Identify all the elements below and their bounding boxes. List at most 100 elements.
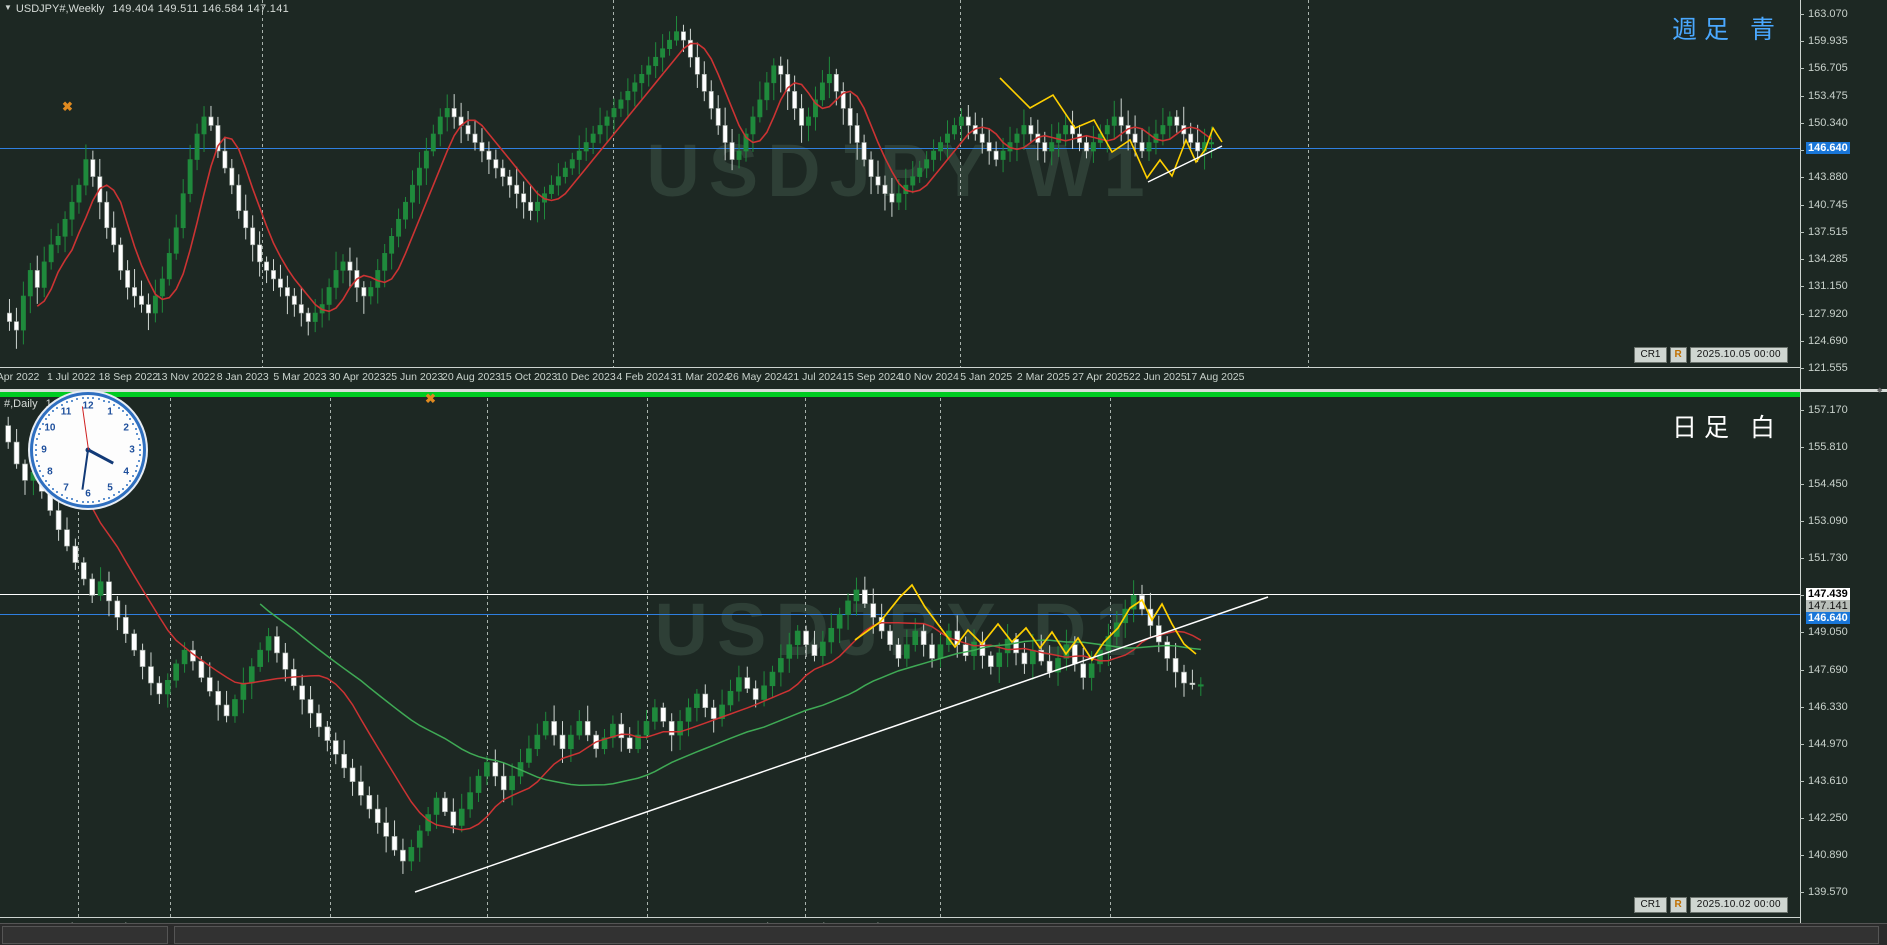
price-tick	[1800, 521, 1804, 523]
date-tick-label: 20 Aug 2023	[442, 371, 502, 383]
chart-pane-daily[interactable]: USDJPY D1 #,Daily 147.141 日足 白 ✖ 157.170 1…	[0, 392, 1887, 945]
clock-minute-tick	[48, 414, 51, 417]
date-tick-label: 27 Apr 2025	[1072, 371, 1129, 383]
price-tick-label: 137.515	[1808, 225, 1848, 238]
price-tick	[1800, 286, 1804, 288]
clock-minute-tick	[41, 475, 44, 477]
daily-plot-area[interactable]: USDJPY D1	[0, 392, 1800, 917]
price-tick-label: 156.705	[1808, 62, 1848, 75]
period-separator	[330, 392, 331, 917]
date-tick-label: 5 Mar 2023	[273, 371, 327, 383]
price-tick-label: 121.555	[1808, 362, 1848, 374]
price-tick-label: 127.920	[1808, 307, 1848, 320]
weekly-price-scale[interactable]: 163.070159.935156.705153.475150.340147.1…	[1800, 0, 1887, 389]
clock-minute-tick	[56, 491, 59, 494]
daily-corner-label: 日足 白	[1672, 414, 1782, 442]
clock-minute-tick	[52, 487, 55, 490]
price-tick-label: 150.340	[1808, 116, 1848, 129]
clock-minute-tick	[117, 491, 120, 494]
daily-price-axis-line	[1800, 392, 1801, 945]
date-tick-label: 25 Jun 2023	[385, 371, 444, 383]
clock-hour-number: 10	[44, 422, 56, 434]
clock-minute-tick	[56, 406, 59, 409]
clock-minute-tick	[87, 501, 89, 503]
date-tick-label: 15 Oct 2023	[500, 371, 558, 383]
date-tick-label: 17 Aug 2025	[1185, 371, 1245, 383]
analog-clock-widget[interactable]: 12 1 2 3 4 5 6 7 8 9 10 11	[30, 392, 146, 508]
clock-minute-tick	[39, 470, 42, 473]
chart-pane-weekly[interactable]: USDJPY W1 ▼ USDJPY#,Weekly 149.404 149.511…	[0, 0, 1887, 389]
weekly-plot-area[interactable]: USDJPY W1	[0, 0, 1800, 367]
price-tick	[1800, 595, 1804, 597]
clock-hour-number: 4	[123, 466, 129, 478]
clock-minute-tick	[44, 418, 47, 421]
date-tick-label: 8 Jan 2023	[216, 371, 269, 383]
clock-minute-tick	[129, 479, 132, 482]
daily-white-price-line	[0, 594, 1800, 595]
price-tick	[1800, 95, 1804, 97]
clock-minute-tick	[70, 498, 73, 501]
clock-minute-tick	[139, 449, 141, 451]
clock-minute-tick	[134, 427, 137, 430]
clock-minute-tick	[44, 479, 47, 482]
price-tick-label: 139.570	[1808, 886, 1848, 898]
date-tick-label: 30 Apr 2023	[328, 371, 386, 383]
clock-minute-tick	[52, 410, 55, 413]
weekly-object-marker-icon[interactable]: ✖	[62, 99, 73, 114]
toolbar-segment-left[interactable]	[2, 926, 168, 944]
daily-watermark: USDJPY D1	[654, 588, 1146, 671]
price-tick-label: 147.690	[1808, 663, 1848, 676]
collapse-triangle-icon[interactable]: ▼	[4, 3, 12, 12]
pane-splitter[interactable]: ◆	[0, 387, 1887, 394]
clock-minute-tick	[70, 399, 73, 402]
date-tick-label: 5 Jan 2025	[960, 371, 1013, 383]
date-tick-label: 26 May 2024	[727, 371, 788, 383]
price-tick-label: 151.730	[1808, 552, 1848, 565]
weekly-blue-price-line	[0, 148, 1800, 149]
weekly-price-axis-line	[1800, 0, 1801, 389]
price-tick	[1800, 231, 1804, 233]
price-tick	[1800, 558, 1804, 560]
price-tick	[1800, 259, 1804, 261]
bottom-toolbar[interactable]	[0, 923, 1887, 945]
clock-minute-tick	[37, 465, 40, 468]
price-tick	[1800, 368, 1804, 369]
clock-minute-tick	[137, 438, 140, 441]
daily-status-box[interactable]: CR1 R 2025.10.02 00:00	[1634, 897, 1791, 913]
weekly-status-mode[interactable]: R	[1669, 347, 1687, 363]
weekly-symbol-label: USDJPY#,Weekly	[15, 3, 105, 15]
weekly-status-box[interactable]: CR1 R 2025.10.05 00:00	[1634, 347, 1791, 363]
price-tick	[1800, 41, 1804, 43]
daily-status-time: 2025.10.02 00:00	[1689, 897, 1788, 913]
date-tick-label: 10 Nov 2024	[899, 371, 959, 383]
clock-minute-tick	[117, 406, 120, 409]
period-separator	[805, 392, 806, 917]
clock-minute-tick	[125, 414, 128, 417]
price-tick	[1800, 780, 1804, 782]
price-tick	[1800, 177, 1804, 179]
period-separator	[1308, 0, 1309, 367]
toolbar-segment-right[interactable]	[174, 926, 1879, 944]
clock-minute-tick	[41, 423, 44, 425]
price-tick-label: 144.970	[1808, 737, 1848, 750]
clock-minute-tick	[103, 498, 106, 501]
period-separator	[1110, 392, 1111, 917]
clock-hour-number: 8	[47, 466, 53, 478]
clock-minute-tick	[121, 410, 124, 413]
price-tick-label: 153.090	[1808, 515, 1848, 528]
price-tick	[1800, 632, 1804, 634]
clock-minute-tick	[65, 496, 68, 499]
daily-status-label[interactable]: CR1	[1634, 897, 1667, 913]
daily-object-marker-icon[interactable]: ✖	[425, 392, 436, 406]
daily-status-mode[interactable]: R	[1669, 897, 1687, 913]
splitter-grip-icon[interactable]: ◆	[1877, 387, 1883, 394]
clock-minute-tick	[92, 500, 95, 503]
clock-minute-tick	[136, 465, 139, 468]
date-tick-label: 10 Dec 2023	[556, 371, 616, 383]
price-tick	[1800, 204, 1804, 206]
price-tick-label: 140.890	[1808, 848, 1848, 861]
weekly-status-label[interactable]: CR1	[1634, 347, 1667, 363]
daily-price-scale[interactable]: 157.170155.810154.450153.090151.730150.4…	[1800, 392, 1887, 945]
price-tick	[1800, 484, 1804, 486]
